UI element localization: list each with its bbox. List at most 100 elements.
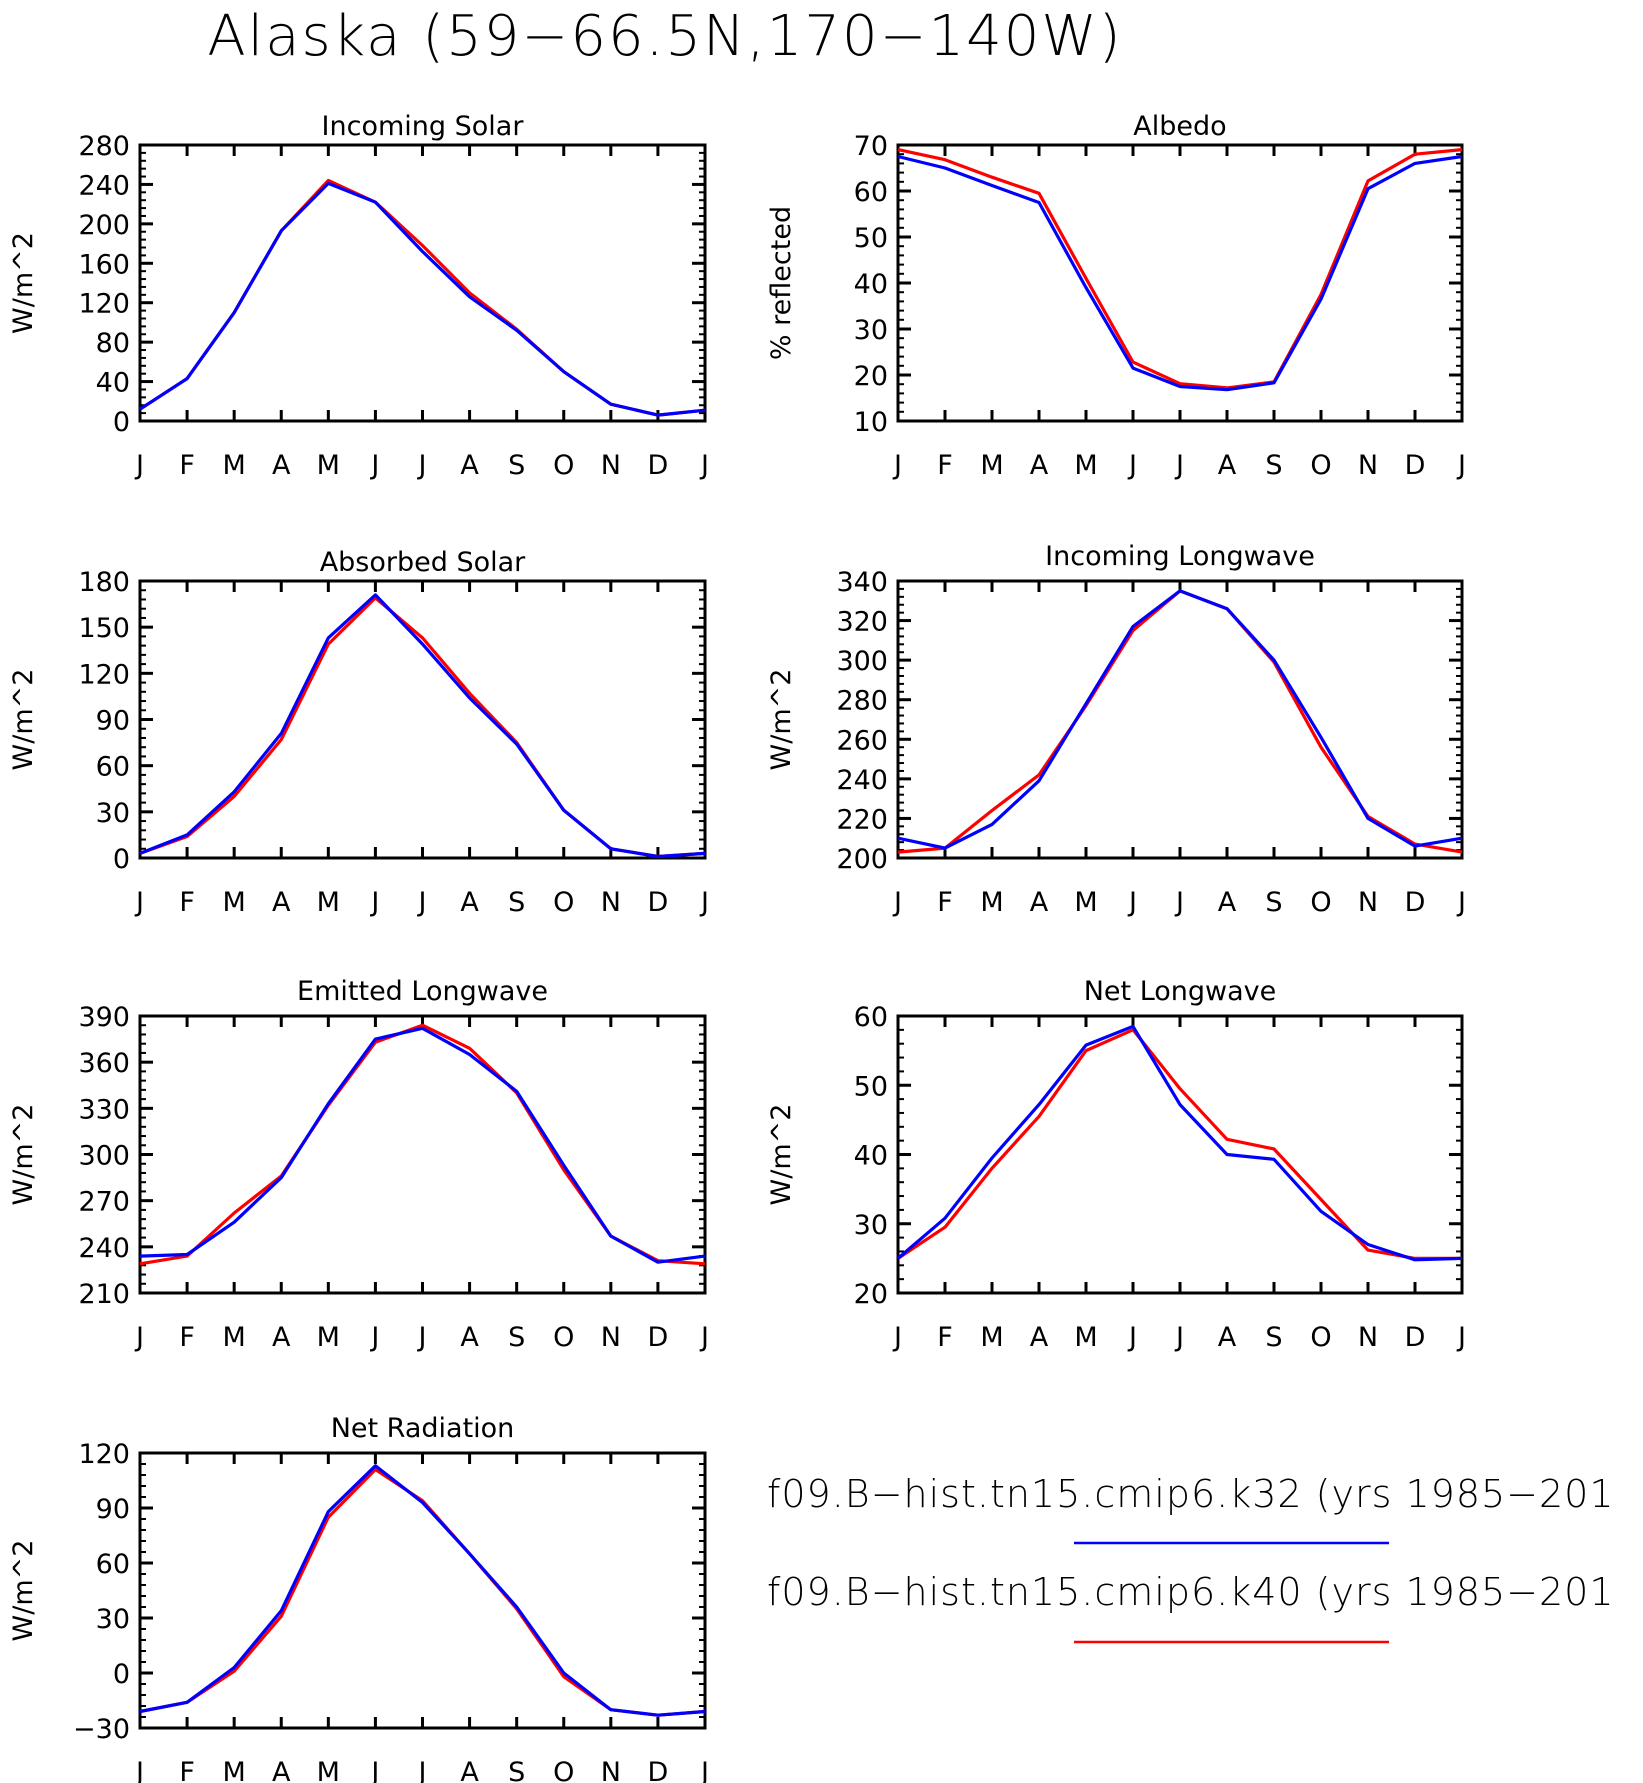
x-tick-label: A <box>1030 1322 1049 1353</box>
y-tick-label: 0 <box>113 407 130 438</box>
y-tick-label: 260 <box>836 725 888 756</box>
y-tick-label: 60 <box>96 1549 130 1580</box>
series-line-k32 <box>139 1026 706 1264</box>
y-tick-label: 240 <box>78 1233 130 1264</box>
x-tick-label: M <box>980 887 1003 918</box>
x-tick-label: A <box>460 1322 479 1353</box>
x-tick-label: M <box>980 1322 1003 1353</box>
x-tick-label: M <box>1074 887 1097 918</box>
x-tick-label: N <box>601 887 621 918</box>
x-tick-label: J <box>699 1757 709 1783</box>
x-tick-label: O <box>553 1757 574 1783</box>
y-tick-label: 300 <box>78 1141 130 1172</box>
x-tick-label: M <box>317 1757 340 1783</box>
x-tick-label: A <box>460 887 479 918</box>
x-tick-label: A <box>1030 887 1049 918</box>
x-tick-label: O <box>1310 1322 1331 1353</box>
x-tick-label: F <box>937 887 953 918</box>
y-tick-label: 120 <box>78 1439 130 1470</box>
x-tick-label: J <box>699 1322 709 1353</box>
x-tick-label: S <box>508 450 525 481</box>
x-tick-label: J <box>417 1757 427 1783</box>
x-tick-label: D <box>648 887 669 918</box>
y-tick-label: 40 <box>854 269 888 300</box>
y-tick-label: 60 <box>854 1002 888 1033</box>
x-tick-label: J <box>892 1322 902 1353</box>
y-tick-label: 210 <box>78 1279 130 1310</box>
x-tick-label: M <box>1074 1322 1097 1353</box>
series-line-k32 <box>897 589 1463 850</box>
y-axis-label: W/m^2 <box>766 669 797 771</box>
y-tick-label: 390 <box>78 1002 130 1033</box>
y-tick-label: 280 <box>78 131 130 162</box>
x-tick-label: O <box>1310 450 1331 481</box>
y-axis-label: % reflected <box>766 206 797 360</box>
series-line-k32 <box>139 1464 706 1717</box>
y-tick-label: 320 <box>836 607 888 638</box>
x-tick-label: J <box>417 1322 427 1353</box>
x-tick-label: D <box>648 1757 669 1783</box>
x-tick-label: M <box>223 887 246 918</box>
series-line-k32 <box>139 181 706 417</box>
x-tick-label: N <box>1358 450 1378 481</box>
figure-title: Alaska (59−66.5N,170−140W) <box>207 4 1122 69</box>
x-tick-label: N <box>601 1757 621 1783</box>
y-axis-label: W/m^2 <box>8 669 39 771</box>
x-tick-label: J <box>369 887 379 918</box>
y-tick-label: 60 <box>854 177 888 208</box>
x-tick-label: S <box>508 887 525 918</box>
x-tick-label: A <box>1218 450 1237 481</box>
x-tick-label: J <box>892 887 902 918</box>
x-tick-label: F <box>179 1322 195 1353</box>
x-tick-label: N <box>601 450 621 481</box>
y-tick-label: 120 <box>78 659 130 690</box>
x-tick-label: J <box>1456 1322 1466 1353</box>
y-tick-label: 270 <box>78 1187 130 1218</box>
series-line-k32 <box>896 1024 1463 1262</box>
y-tick-label: −30 <box>73 1714 130 1745</box>
y-tick-label: 50 <box>854 223 888 254</box>
x-tick-label: F <box>179 450 195 481</box>
x-tick-label: D <box>648 450 669 481</box>
x-tick-label: M <box>980 450 1003 481</box>
x-tick-label: O <box>553 887 574 918</box>
plot-frame <box>896 143 1464 423</box>
y-tick-label: 30 <box>96 798 130 829</box>
x-tick-label: J <box>134 887 144 918</box>
y-axis-label: W/m^2 <box>8 1104 39 1206</box>
y-tick-label: 30 <box>854 1210 888 1241</box>
y-tick-label: 30 <box>96 1604 130 1635</box>
y-tick-label: 70 <box>854 131 888 162</box>
y-axis-label: W/m^2 <box>8 232 39 334</box>
y-tick-label: 200 <box>78 210 130 241</box>
y-tick-label: 160 <box>78 249 130 280</box>
x-tick-label: J <box>1127 887 1137 918</box>
y-axis-label: W/m^2 <box>8 1540 39 1642</box>
series-line-k40 <box>139 596 706 859</box>
x-tick-label: M <box>223 1322 246 1353</box>
y-tick-label: 240 <box>78 170 130 201</box>
x-tick-label: A <box>272 1322 291 1353</box>
x-tick-label: A <box>272 450 291 481</box>
x-tick-label: S <box>508 1757 525 1783</box>
x-tick-label: F <box>179 887 195 918</box>
y-tick-label: 180 <box>78 567 130 598</box>
y-tick-label: 20 <box>854 1279 888 1310</box>
y-tick-label: 20 <box>854 361 888 392</box>
x-tick-label: J <box>134 1757 144 1783</box>
x-tick-label: N <box>601 1322 621 1353</box>
series-line-k32 <box>897 154 1463 392</box>
x-tick-label: S <box>1265 1322 1282 1353</box>
y-tick-label: 90 <box>96 706 130 737</box>
x-tick-label: J <box>417 450 427 481</box>
y-tick-label: 240 <box>836 765 888 796</box>
series-line-k40 <box>139 178 706 417</box>
x-tick-label: M <box>1074 450 1097 481</box>
series-line-k32 <box>139 593 706 859</box>
x-tick-label: F <box>179 1757 195 1783</box>
